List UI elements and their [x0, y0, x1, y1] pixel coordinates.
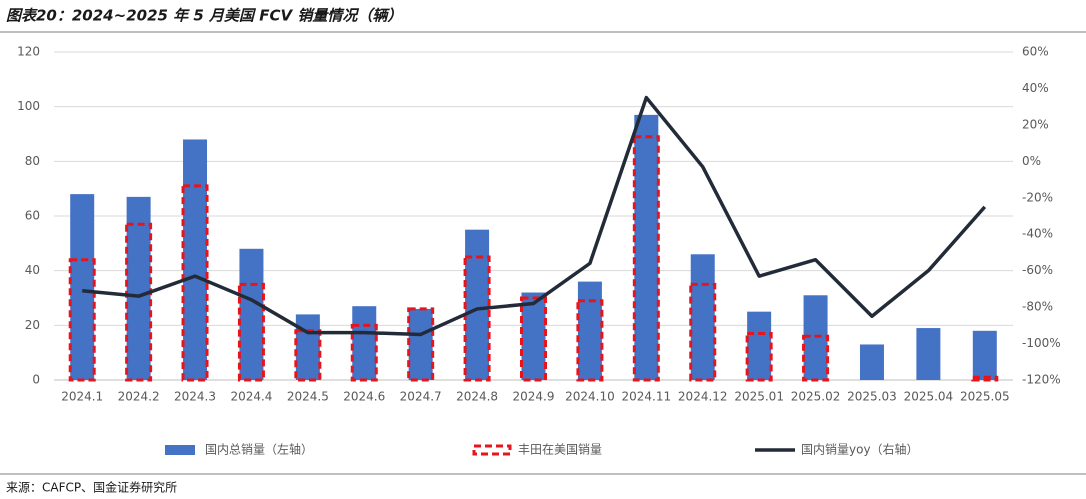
legend-label: 丰田在美国销量: [518, 443, 602, 457]
x-tick-label: 2025.03: [847, 390, 897, 404]
bar: [295, 314, 320, 380]
y-tick-label: 0: [32, 373, 40, 387]
x-tick-label: 2024.4: [230, 390, 272, 404]
y2-tick-label: -60%: [1022, 263, 1053, 277]
x-tick-label: 2024.3: [174, 390, 216, 404]
dashed-bar: [520, 296, 547, 382]
bar: [747, 311, 772, 380]
bar: [577, 281, 602, 380]
x-tick-label: 2024.9: [513, 390, 555, 404]
y2-tick-label: 0%: [1022, 154, 1041, 168]
bar: [972, 330, 997, 380]
bar: [465, 229, 490, 380]
x-tick-label: 2024.6: [343, 390, 385, 404]
y2-tick-label: -120%: [1022, 373, 1061, 387]
x-tick-label: 2024.7: [400, 390, 442, 404]
dashed-bar: [237, 282, 265, 382]
y-tick-label: 120: [17, 45, 40, 59]
y-tick-label: 20: [25, 318, 40, 332]
line: [82, 95, 987, 337]
x-tick-label: 2025.04: [904, 390, 954, 404]
dashed-bar: [350, 323, 378, 382]
x-tick-label: 2024.12: [678, 390, 728, 404]
dashed-bar: [689, 282, 717, 382]
legend-swatch: [165, 445, 195, 455]
bar: [690, 254, 715, 380]
source: 来源：CAFCP、国金证券研究所: [6, 480, 177, 495]
bar: [916, 328, 941, 380]
bar: [183, 139, 208, 380]
dashed-bar: [745, 332, 773, 382]
bar: [239, 248, 264, 380]
bar: [408, 308, 433, 380]
dashed-bar: [971, 375, 999, 382]
x-tick-label: 2024.2: [118, 390, 160, 404]
y2-tick-label: -80%: [1022, 300, 1053, 314]
legend-label: 国内总销量（左轴）: [205, 442, 313, 457]
legend-swatch: [472, 444, 512, 456]
x-tick-label: 2024.10: [565, 390, 615, 404]
x-tick-label: 2025.02: [791, 390, 841, 404]
bar: [70, 194, 95, 380]
bar: [859, 344, 884, 380]
y-tick-label: 100: [17, 99, 40, 113]
dashed-bar: [802, 334, 830, 382]
bar: [521, 292, 546, 380]
x-tick-label: 2024.5: [287, 390, 329, 404]
y-tick-label: 40: [25, 263, 40, 277]
x-tick-label: 2024.11: [622, 390, 672, 404]
x-tick-label: 2025.01: [734, 390, 784, 404]
y2-tick-label: 60%: [1022, 45, 1049, 59]
dashed-bar: [576, 299, 604, 382]
y-tick-label: 60: [25, 209, 40, 223]
y2-tick-label: -40%: [1022, 227, 1053, 241]
legend-label: 国内销量yoy（右轴）: [801, 442, 919, 457]
dashed-bar: [125, 222, 153, 382]
bar: [352, 306, 377, 380]
bar: [126, 196, 151, 380]
x-tick-label: 2024.8: [456, 390, 498, 404]
y2-tick-label: -100%: [1022, 336, 1061, 350]
y-tick-label: 80: [25, 154, 40, 168]
dashed-bar: [632, 135, 660, 382]
dashed-bar: [68, 258, 96, 382]
y2-tick-label: 20%: [1022, 117, 1049, 131]
y2-tick-label: 40%: [1022, 81, 1049, 95]
y2-tick-label: -20%: [1022, 190, 1053, 204]
x-tick-label: 2025.05: [960, 390, 1010, 404]
x-tick-label: 2024.1: [61, 390, 103, 404]
dashed-bar: [407, 307, 435, 382]
chart-title: 图表20：2024~2025 年 5 月美国 FCV 销量情况（辆）: [6, 7, 402, 25]
bar: [634, 114, 659, 380]
dashed-bar: [463, 255, 491, 382]
